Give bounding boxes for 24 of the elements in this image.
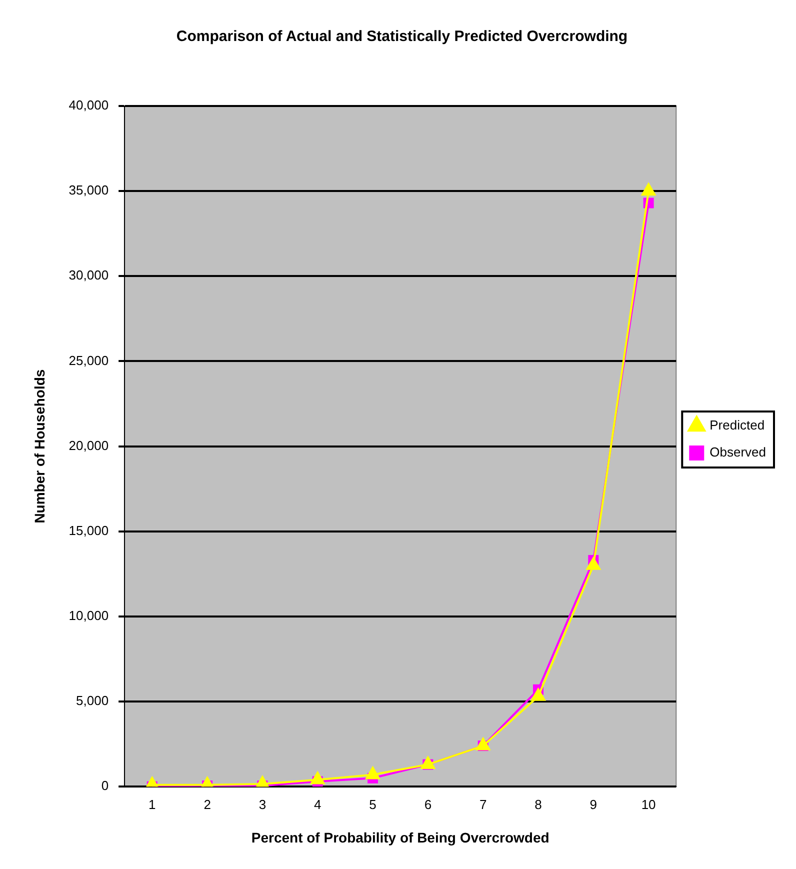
y-tick-label: 20,000 bbox=[68, 438, 109, 453]
legend-label: Predicted bbox=[710, 418, 765, 433]
x-tick-label: 9 bbox=[590, 796, 598, 812]
y-axis-title: Number of Households bbox=[31, 369, 48, 524]
x-tick-label: 7 bbox=[479, 796, 487, 812]
x-tick-label: 5 bbox=[369, 796, 376, 812]
y-tick-label: 25,000 bbox=[68, 352, 109, 368]
y-tick-label: 30,000 bbox=[68, 268, 109, 283]
x-tick-label: 8 bbox=[534, 796, 542, 812]
y-tick-label: 5,000 bbox=[76, 693, 109, 708]
chart-title: Comparison of Actual and Statistically Predicted Overcrowding bbox=[176, 28, 628, 46]
y-tick-label: 0 bbox=[101, 778, 109, 794]
y-tick-label: 10,000 bbox=[68, 608, 109, 624]
legend-label: Observed bbox=[710, 444, 766, 460]
x-tick-label: 10 bbox=[641, 796, 656, 812]
y-tick-label: 35,000 bbox=[68, 182, 109, 198]
y-tick-label: 40,000 bbox=[68, 98, 109, 113]
y-tick-label: 15,000 bbox=[68, 522, 109, 538]
x-tick-label: 2 bbox=[204, 796, 211, 812]
x-tick-label: 4 bbox=[314, 796, 322, 812]
x-tick-label: 3 bbox=[258, 796, 266, 812]
x-tick-label: 6 bbox=[424, 796, 432, 812]
x-axis-title: Percent of Probability of Being Overcrowded bbox=[251, 829, 550, 846]
x-tick-label: 1 bbox=[148, 796, 156, 812]
